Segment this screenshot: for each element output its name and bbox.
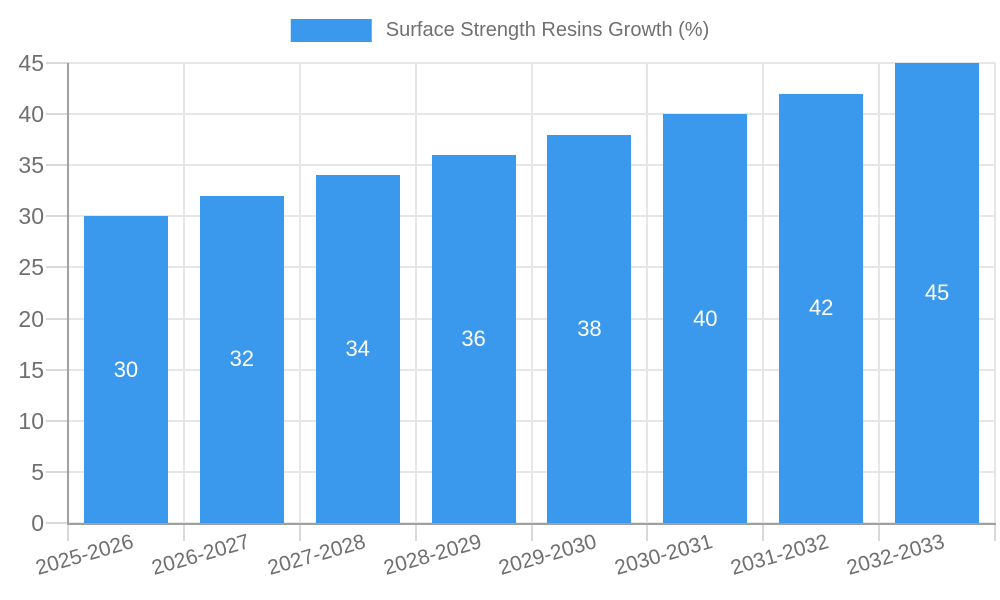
x-gridline (646, 63, 649, 523)
bar-value-label: 30 (113, 356, 139, 382)
bar[interactable] (315, 175, 400, 523)
bar[interactable] (547, 134, 632, 523)
legend[interactable]: Surface Strength Resins Growth (%) (290, 19, 710, 42)
bar[interactable] (431, 155, 516, 523)
y-tick-label: 40 (18, 101, 44, 128)
y-tick-label: 45 (18, 50, 44, 76)
x-tick (878, 523, 881, 541)
x-tick (762, 523, 765, 541)
bar[interactable] (895, 63, 980, 523)
x-tick (414, 523, 417, 541)
legend-label: Surface Strength Resins Growth (%) (385, 19, 710, 41)
bar[interactable] (663, 114, 748, 523)
x-gridline (762, 63, 765, 523)
legend-swatch (290, 19, 372, 42)
y-tick-label: 35 (18, 152, 44, 179)
y-tick-label: 5 (31, 458, 44, 485)
bar[interactable] (199, 195, 284, 523)
y-tick-label: 0 (31, 510, 44, 536)
x-gridline (530, 63, 533, 523)
y-tick (46, 419, 68, 422)
bar-value-label: 34 (345, 336, 370, 362)
y-tick-label: 30 (18, 203, 44, 230)
y-tick (46, 266, 68, 269)
x-tick (67, 523, 69, 541)
bar-value-label: 40 (693, 305, 718, 331)
x-gridline (182, 63, 185, 523)
bar-value-label: 36 (461, 326, 486, 351)
x-gridline (298, 63, 301, 523)
x-tick (530, 523, 533, 541)
y-tick-label: 20 (18, 305, 44, 332)
y-tick-label: 15 (18, 356, 44, 383)
x-tick (994, 523, 996, 541)
y-tick (46, 470, 68, 473)
x-tick (298, 523, 301, 541)
x-gridline (414, 63, 417, 523)
y-tick (46, 522, 68, 524)
bar-value-label: 38 (577, 315, 602, 341)
y-tick (46, 164, 68, 167)
y-tick-label: 25 (18, 254, 44, 281)
bar[interactable] (779, 93, 864, 523)
y-tick (46, 368, 68, 371)
bar-value-label: 42 (808, 295, 834, 321)
bar-value-label: 45 (924, 280, 950, 305)
x-axis-line (67, 523, 996, 525)
y-tick (46, 113, 68, 116)
x-gridline (878, 63, 881, 523)
x-tick (182, 523, 185, 541)
y-tick (46, 317, 68, 320)
x-tick (646, 523, 649, 541)
x-gridline (994, 63, 996, 523)
bar[interactable] (83, 216, 168, 523)
y-axis-line (67, 63, 69, 523)
y-tick-label: 10 (18, 407, 44, 434)
bar-value-label: 32 (229, 346, 255, 372)
y-tick (46, 215, 68, 218)
y-tick (46, 62, 68, 64)
